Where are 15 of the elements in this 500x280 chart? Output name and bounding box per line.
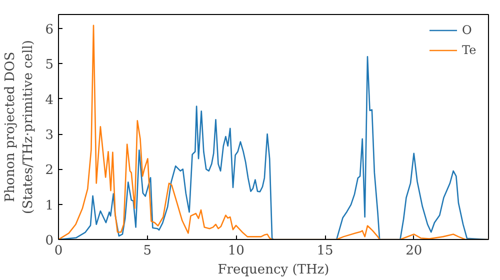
x-axis-title: Frequency (THz) xyxy=(218,262,330,278)
y-tick-label: 1 xyxy=(45,198,54,214)
x-tick-label: 5 xyxy=(143,244,152,258)
y-tick-label: 6 xyxy=(45,22,54,38)
legend-label: O xyxy=(462,23,473,37)
x-tick-label: 20 xyxy=(406,244,422,258)
y-tick-label: 3 xyxy=(45,128,54,144)
y-tick-label: 2 xyxy=(45,163,54,178)
x-tick-label: 10 xyxy=(228,244,244,258)
y-axis-title: Phonon projected DOS (States/THz·primitive cell) xyxy=(3,40,36,214)
legend-label: Te xyxy=(462,43,478,57)
y-tick-label: 0 xyxy=(45,234,54,248)
x-tick-label: 15 xyxy=(316,244,334,258)
y-tick-label: 4 xyxy=(45,92,54,108)
y-tick-label: 5 xyxy=(45,58,54,73)
